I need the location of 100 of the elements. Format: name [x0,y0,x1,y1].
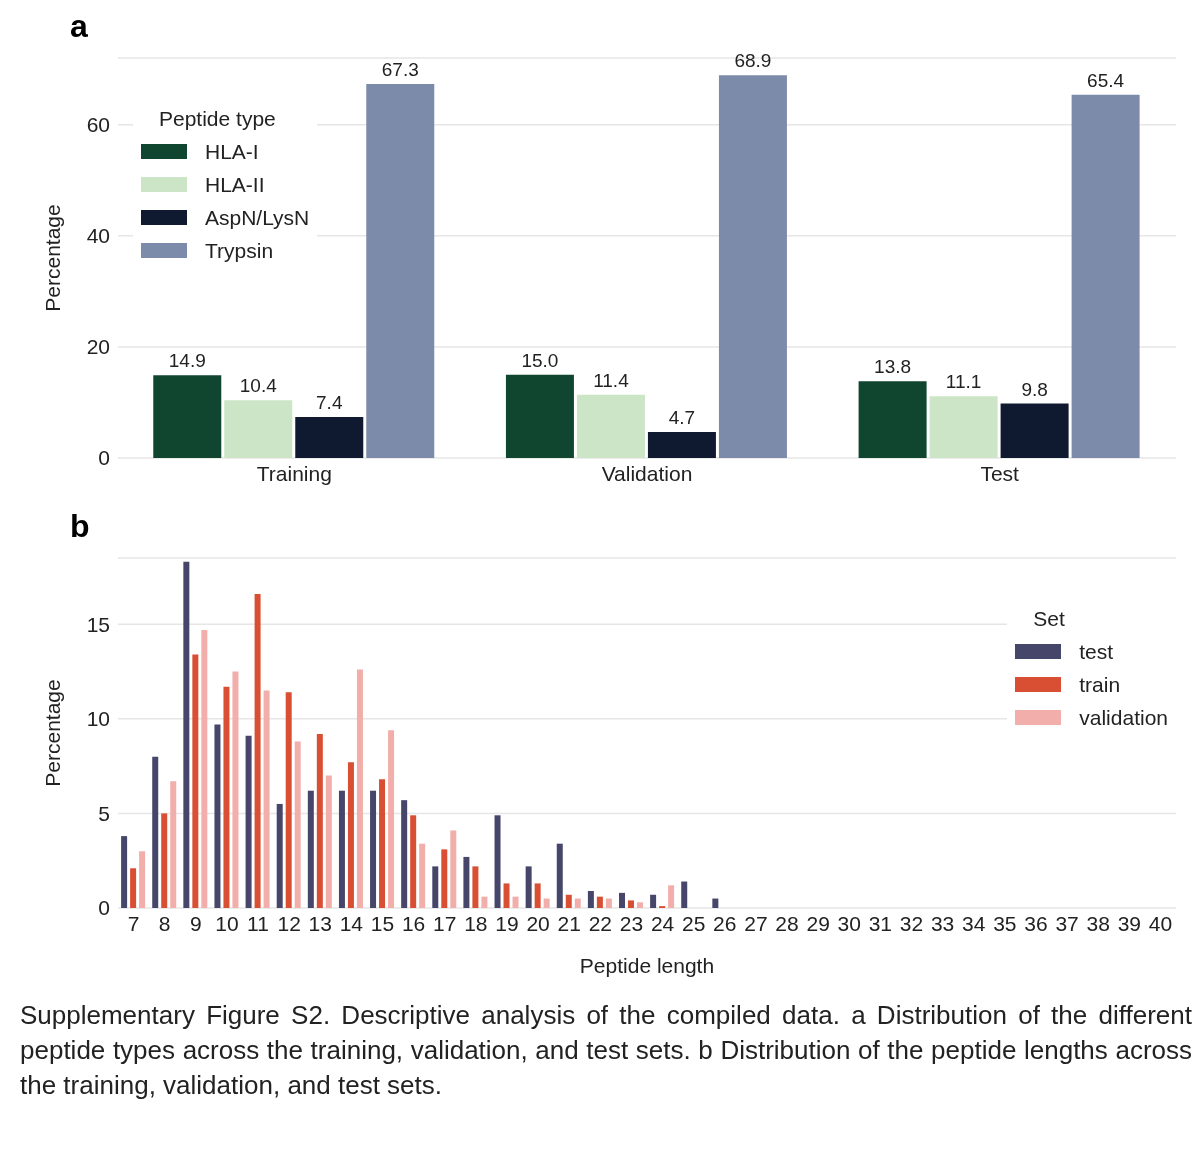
legend-title: Set [1032,607,1066,631]
x-tick-label: 38 [1086,911,1110,935]
bar [170,781,177,908]
y-tick-label: 15 [86,612,110,636]
bar [503,883,510,908]
bar [712,898,719,908]
bar [294,741,301,908]
bar [232,671,239,908]
x-tick-label: 18 [464,911,488,935]
data-label: 15.0 [521,349,559,371]
bar [596,896,603,908]
bar [929,396,998,458]
bar [681,881,688,908]
bar [153,375,222,458]
legend-label: train [1079,672,1121,697]
y-tick-label: 0 [98,896,110,920]
x-tick-label: 29 [806,911,830,935]
bar [410,815,417,908]
bar [338,790,345,908]
bar [139,851,146,908]
bar [565,894,572,908]
y-tick-label: 60 [86,113,110,137]
y-axis-title: Percentage [41,679,65,787]
bar [401,800,408,908]
data-label: 13.8 [874,356,912,378]
x-tick-label: 23 [619,911,644,935]
bar [627,900,634,908]
legend-label: HLA-II [205,172,265,197]
x-tick-label: 14 [339,911,364,935]
x-tick-label: 25 [682,911,706,935]
legend-label: AspN/LysN [205,205,310,230]
x-tick-label: 21 [557,911,581,935]
data-label: 11.1 [945,371,982,393]
bar [214,724,221,908]
bar [356,669,363,908]
bar [254,593,261,908]
x-tick-label: 7 [127,911,140,935]
x-tick-label: Test [980,461,1020,485]
bar [463,856,470,908]
bar [534,883,541,908]
bar [130,868,137,908]
bar [307,790,314,908]
bar [494,815,501,908]
bar [450,830,457,908]
bar [419,843,426,908]
chart-title: b [70,508,90,545]
bar [605,898,612,908]
x-tick-label: 36 [1024,911,1048,935]
x-tick-label: 11 [247,911,269,935]
bar [316,733,323,908]
y-tick-label: 10 [86,707,110,731]
data-label: 11.4 [593,369,630,391]
bar [152,756,159,908]
legend-label: Trypsin [205,238,274,263]
bar [201,629,208,908]
legend-label: validation [1079,705,1168,730]
legend-label: HLA-I [205,139,259,164]
x-tick-label: 17 [433,911,457,935]
x-tick-label: 10 [215,911,239,935]
bar [441,849,448,908]
x-tick-label: 13 [308,911,332,935]
legend-title: Peptide type [158,107,277,131]
y-tick-label: 40 [86,224,110,248]
x-tick-label: 24 [650,911,675,935]
bar [556,843,563,908]
x-tick-label: Training [256,461,332,485]
bar [512,896,519,908]
bar [618,892,625,908]
bar [574,898,581,908]
x-tick-label: 20 [526,911,550,935]
x-tick-label: 40 [1148,911,1173,935]
bar [576,394,645,458]
bar [525,866,532,908]
x-tick-label: 34 [962,911,986,935]
y-axis-title: Percentage [41,204,65,312]
bar [388,730,395,908]
x-tick-label: 39 [1117,911,1141,935]
bar [224,400,293,458]
bar [263,690,270,908]
x-tick-label: 19 [495,911,519,935]
bar [647,431,716,458]
x-tick-label: 22 [588,911,612,935]
x-axis-title: Peptide length [579,954,715,977]
bar [472,866,479,908]
legend-label: test [1079,639,1114,664]
x-tick-label: 37 [1055,911,1079,935]
x-tick-label: Validation [601,461,693,485]
x-tick-label: 28 [775,911,799,935]
bar [276,803,283,908]
bar [192,654,199,908]
x-tick-label: 27 [744,911,768,935]
bar [858,381,927,458]
text: Supplementary Figure S2. Descriptive analysis of the compiled data. a Distribution of the different peptide types across the training, validation, and test sets. b Distribution of the peptide lengths across the training, validation, and test sets. [19,999,1193,1102]
data-label: 65.4 [1087,69,1125,91]
bar [347,762,354,908]
y-tick-label: 5 [98,801,110,825]
data-label: 10.4 [239,375,278,397]
chart-title: a [70,8,88,45]
bar [1071,94,1140,458]
y-tick-label: 0 [98,446,110,470]
